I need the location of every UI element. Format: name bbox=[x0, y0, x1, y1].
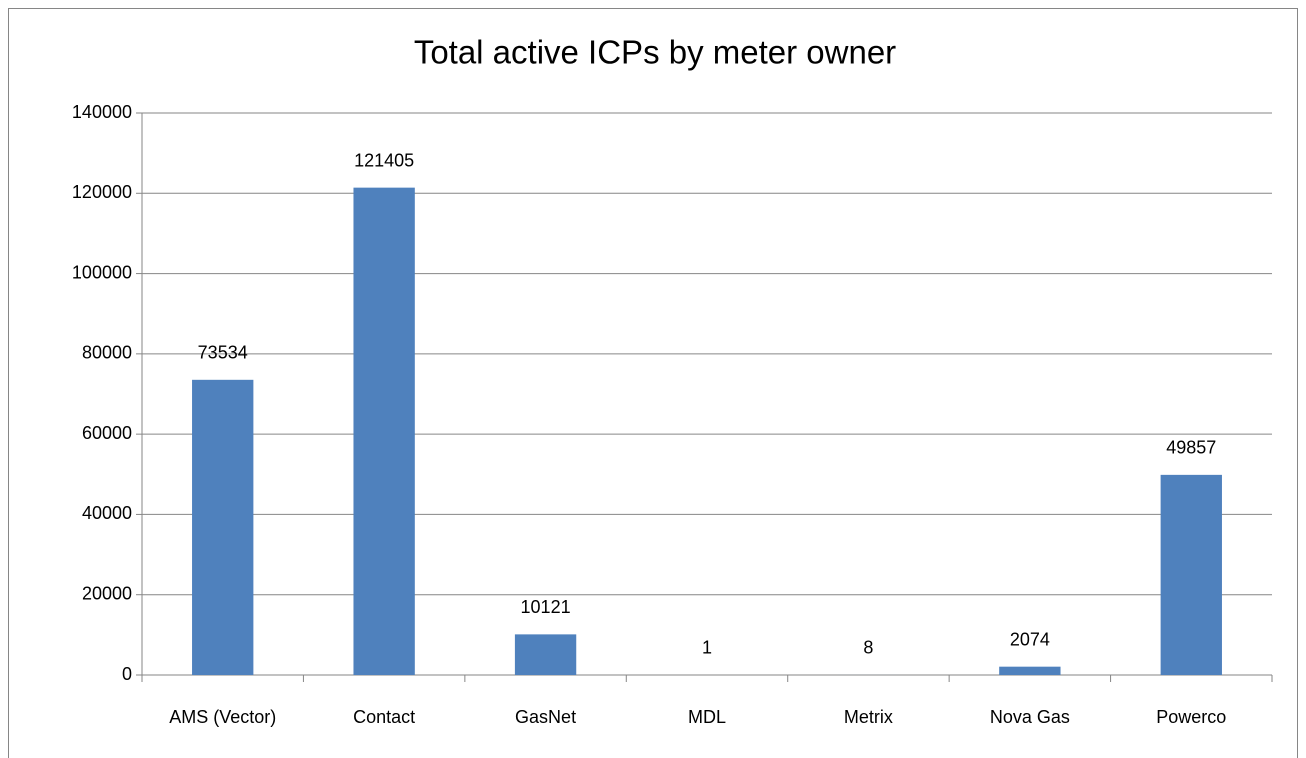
data-label: 2074 bbox=[1010, 629, 1050, 649]
bar bbox=[999, 666, 1061, 675]
x-tick-label: GasNet bbox=[515, 707, 576, 727]
bar bbox=[514, 634, 577, 675]
bar bbox=[192, 379, 254, 675]
y-tick-label: 0 bbox=[122, 664, 132, 684]
y-tick-label: 100000 bbox=[72, 262, 132, 282]
data-label: 49857 bbox=[1166, 438, 1216, 458]
chart-frame bbox=[8, 8, 1298, 758]
y-tick-label: 140000 bbox=[72, 102, 132, 122]
data-label: 1 bbox=[702, 638, 712, 658]
y-tick-label: 60000 bbox=[82, 423, 132, 443]
data-label: 8 bbox=[863, 638, 873, 658]
x-tick-label: AMS (Vector) bbox=[169, 707, 276, 727]
y-tick-label: 80000 bbox=[82, 343, 132, 363]
bar bbox=[1160, 474, 1222, 675]
data-label: 121405 bbox=[354, 150, 414, 170]
x-tick-label: Nova Gas bbox=[990, 707, 1070, 727]
y-tick-label: 20000 bbox=[82, 583, 132, 603]
x-tick-label: Metrix bbox=[844, 707, 893, 727]
x-tick-label: Contact bbox=[353, 707, 415, 727]
x-tick-label: MDL bbox=[688, 707, 726, 727]
x-tick-label: Powerco bbox=[1156, 707, 1226, 727]
y-tick-label: 120000 bbox=[72, 182, 132, 202]
chart-title: Total active ICPs by meter owner bbox=[414, 34, 896, 71]
data-label: 73534 bbox=[198, 343, 248, 363]
bar bbox=[353, 187, 415, 676]
data-label: 10121 bbox=[521, 597, 571, 617]
y-tick-label: 40000 bbox=[82, 503, 132, 523]
